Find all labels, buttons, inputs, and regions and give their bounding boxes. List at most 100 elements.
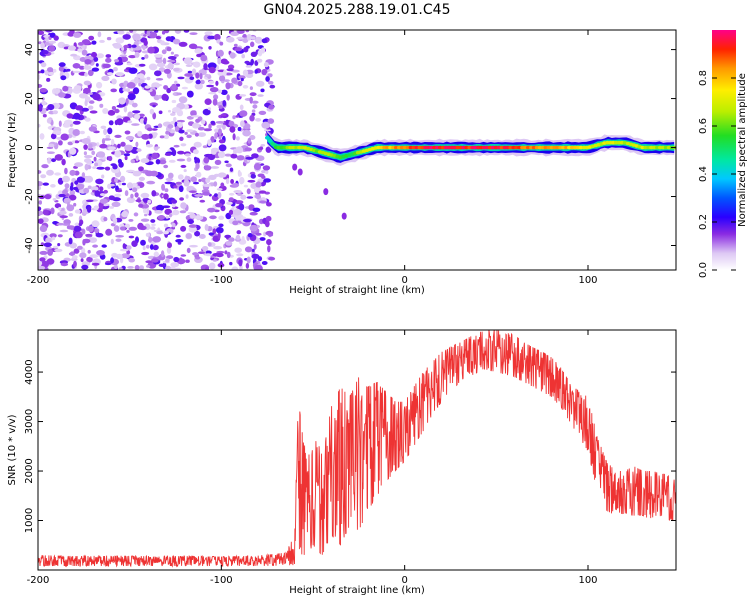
- noise-blob: [265, 215, 272, 222]
- noise-blob: [62, 85, 69, 92]
- noise-blob: [103, 189, 108, 194]
- noise-blob: [227, 64, 235, 70]
- noise-blob: [143, 208, 147, 214]
- noise-blob: [261, 121, 271, 129]
- noise-blob: [212, 259, 218, 262]
- noise-blob: [125, 169, 135, 173]
- noise-blob: [267, 73, 273, 78]
- noise-blob: [95, 233, 104, 238]
- noise-blob: [114, 134, 122, 138]
- noise-blob: [158, 159, 167, 165]
- noise-blob: [103, 128, 108, 135]
- noise-blob: [240, 120, 245, 127]
- noise-blob: [158, 67, 166, 73]
- noise-blob: [253, 163, 262, 171]
- noise-blob: [194, 194, 204, 197]
- y-tick-label: -20: [24, 188, 35, 204]
- noise-blob: [187, 219, 195, 225]
- noise-blob: [217, 71, 224, 76]
- noise-blob: [252, 104, 258, 109]
- noise-blob: [84, 117, 91, 122]
- noise-blob: [217, 172, 227, 178]
- noise-blob: [207, 139, 212, 147]
- noise-blob: [147, 46, 155, 54]
- noise-blob: [213, 94, 219, 100]
- noise-blob: [46, 258, 55, 265]
- noise-blob: [128, 235, 135, 239]
- noise-blob: [188, 43, 198, 50]
- noise-blob: [155, 35, 161, 40]
- noise-blob: [148, 63, 158, 71]
- noise-blob: [139, 113, 145, 118]
- noise-blob: [111, 78, 117, 85]
- noise-blob: [213, 181, 218, 187]
- noise-blob: [181, 86, 188, 90]
- noise-blob: [89, 254, 99, 259]
- noise-blob: [99, 186, 104, 192]
- noise-blob: [83, 80, 91, 86]
- noise-blob: [243, 184, 248, 188]
- noise-blob: [193, 149, 199, 155]
- noise-blob: [240, 77, 244, 82]
- noise-blob: [58, 140, 63, 146]
- noise-blob: [137, 79, 145, 84]
- noise-blob: [251, 248, 255, 252]
- noise-blob: [69, 185, 74, 191]
- noise-blob: [151, 258, 159, 263]
- noise-blob: [128, 219, 134, 222]
- spectrogram-x-ticks: -200 -100 0 100: [27, 30, 598, 286]
- noise-blob: [173, 185, 178, 189]
- noise-blob: [269, 84, 276, 89]
- noise-blob: [78, 222, 83, 227]
- noise-blob: [62, 175, 70, 183]
- noise-blob: [124, 190, 129, 197]
- noise-blob: [218, 144, 227, 152]
- noise-blob: [236, 193, 243, 196]
- noise-blob: [192, 122, 200, 129]
- noise-blob: [38, 181, 43, 187]
- noise-blob: [42, 209, 49, 216]
- noise-blob: [158, 263, 166, 267]
- noise-blob: [190, 176, 197, 183]
- noise-blob: [108, 155, 113, 162]
- noise-blob: [51, 158, 56, 163]
- noise-blob: [143, 39, 148, 46]
- noise-blob: [92, 166, 96, 169]
- noise-blob: [222, 100, 227, 107]
- noise-blob: [226, 251, 231, 259]
- noise-blob: [38, 104, 43, 111]
- noise-blob: [38, 74, 41, 80]
- noise-blob: [167, 59, 176, 63]
- noise-blob: [83, 144, 88, 150]
- noise-blob: [254, 232, 262, 236]
- x-tick-label: -200: [27, 575, 50, 586]
- noise-blob: [207, 153, 216, 161]
- trace-cell: [267, 139, 273, 143]
- noise-blob: [172, 209, 180, 216]
- noise-blob: [118, 97, 126, 105]
- noise-blob: [226, 94, 230, 101]
- noise-blob: [114, 177, 119, 183]
- noise-blob: [200, 54, 208, 62]
- noise-blob: [194, 215, 202, 220]
- noise-blob: [161, 30, 166, 35]
- noise-blob: [178, 41, 188, 47]
- x-tick-label: 0: [401, 275, 407, 286]
- noise-blob: [81, 264, 89, 270]
- noise-blob: [94, 190, 100, 197]
- noise-blob: [117, 56, 123, 64]
- noise-blob: [74, 162, 84, 168]
- noise-blob: [53, 35, 59, 41]
- x-tick-label: 100: [578, 275, 597, 286]
- noise-blob: [224, 153, 232, 157]
- noise-blob: [234, 47, 242, 52]
- noise-blob: [255, 118, 262, 122]
- noise-blob: [180, 164, 187, 168]
- noise-blob: [88, 35, 95, 41]
- noise-blob: [229, 167, 234, 172]
- noise-blob: [69, 251, 75, 256]
- noise-blob: [150, 226, 156, 230]
- noise-blob: [73, 202, 77, 207]
- noise-blob: [228, 197, 234, 202]
- noise-blob: [165, 36, 173, 42]
